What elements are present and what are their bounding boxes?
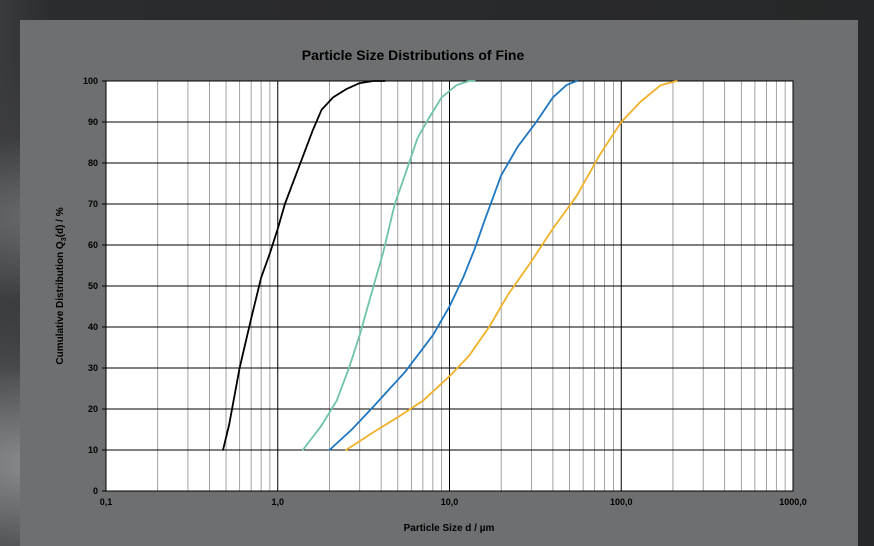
y-tick-label: 20 xyxy=(88,404,98,414)
x-tick-label: 0,1 xyxy=(100,497,113,507)
y-tick-labels: 0 10 20 30 40 50 60 70 80 90 100 xyxy=(83,76,98,496)
x-tick-label: 10,0 xyxy=(441,497,459,507)
y-axis-label: Cumulative Distribution Q3(d) / % xyxy=(55,207,68,364)
x-tick-label: 1000,0 xyxy=(779,497,807,507)
y-tick-label: 50 xyxy=(88,281,98,291)
y-tick-label: 60 xyxy=(88,240,98,250)
series-line-3 xyxy=(328,80,578,451)
series-line-4 xyxy=(345,80,678,451)
y-tick-label: 80 xyxy=(88,158,98,168)
x-tick-label: 100,0 xyxy=(610,497,633,507)
y-tick-label: 0 xyxy=(93,486,98,496)
y-tick-label: 70 xyxy=(88,199,98,209)
series-layer xyxy=(222,80,678,451)
x-tick-label: 1,0 xyxy=(271,497,284,507)
y-tick-label: 100 xyxy=(83,76,98,86)
grid-major xyxy=(102,80,794,492)
series-line-2 xyxy=(301,80,476,451)
y-axis-label-subscript: 3 xyxy=(61,237,68,241)
y-axis-label-suffix: (d) / % xyxy=(55,207,66,237)
y-tick-label: 40 xyxy=(88,322,98,332)
x-tick-labels: 0,1 1,0 10,0 100,0 1000,0 xyxy=(100,497,807,507)
x-axis-label: Particle Size d / µm xyxy=(404,523,495,534)
y-tick-label: 90 xyxy=(88,117,98,127)
y-axis-label-prefix: Cumulative Distribution Q xyxy=(55,241,66,365)
series-line-1 xyxy=(222,80,386,451)
y-tick-label: 10 xyxy=(88,445,98,455)
y-tick-label: 30 xyxy=(88,363,98,373)
chart-title: Particle Size Distributions of Fine xyxy=(302,47,525,63)
